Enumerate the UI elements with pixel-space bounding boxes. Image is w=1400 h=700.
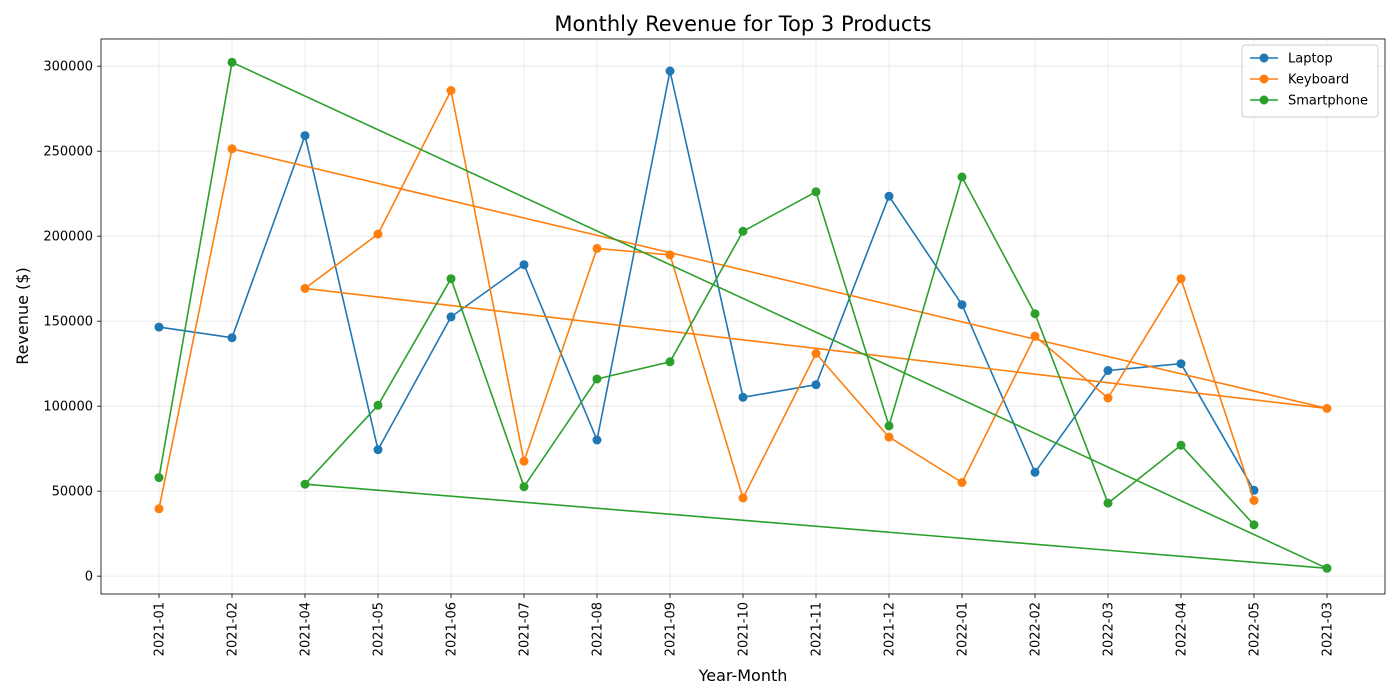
- laptop-point: [811, 380, 821, 390]
- x-tick-label: 2021-01: [153, 602, 168, 656]
- laptop-point: [154, 322, 164, 332]
- smartphone-point: [665, 357, 675, 367]
- keyboard-point: [300, 283, 310, 293]
- keyboard-point: [738, 493, 748, 503]
- laptop-point: [665, 66, 675, 76]
- series-keyboard: [154, 86, 1332, 514]
- smartphone-point: [1249, 520, 1259, 530]
- legend-label-laptop: Laptop: [1288, 52, 1333, 67]
- keyboard-point: [592, 243, 602, 253]
- laptop-point: [957, 300, 967, 310]
- y-tick-label: 300000: [43, 60, 93, 75]
- keyboard-point: [1103, 393, 1113, 403]
- x-tick-label: 2021-07: [518, 602, 533, 656]
- smartphone-point: [1103, 498, 1113, 508]
- x-tick-label: 2021-02: [226, 602, 241, 656]
- legend-marker-keyboard: [1259, 74, 1269, 84]
- smartphone-point: [1322, 563, 1332, 573]
- y-tick-label: 150000: [43, 315, 93, 330]
- x-tick-label: 2022-05: [1248, 602, 1263, 656]
- smartphone-point: [1176, 440, 1186, 450]
- laptop-point: [446, 312, 456, 322]
- laptop-point: [227, 333, 237, 343]
- smartphone-point: [154, 473, 164, 483]
- y-axis: 0 50000 100000 150000 200000 250000 300000: [43, 60, 101, 585]
- laptop-point: [1103, 366, 1113, 375]
- keyboard-point: [154, 504, 164, 514]
- keyboard-point: [446, 86, 456, 95]
- keyboard-point: [811, 349, 821, 358]
- y-axis-label: Revenue ($): [13, 267, 32, 364]
- x-tick-label: 2021-10: [737, 602, 752, 656]
- smartphone-point: [446, 274, 456, 284]
- laptop-point: [1176, 359, 1186, 369]
- y-tick-label: 250000: [43, 145, 93, 160]
- keyboard-point: [665, 250, 675, 260]
- keyboard-point: [1249, 496, 1259, 505]
- laptop-point: [373, 445, 383, 455]
- legend-box: [1241, 44, 1379, 118]
- legend-label-smartphone: Smartphone: [1288, 94, 1368, 109]
- keyboard-point: [1030, 331, 1040, 341]
- x-tick-label: 2022-04: [1175, 602, 1190, 656]
- laptop-line: [158, 70, 1255, 491]
- laptop-point: [519, 260, 529, 270]
- x-tick-label: 2021-08: [591, 602, 606, 656]
- keyboard-point: [1322, 403, 1332, 413]
- y-tick-label: 0: [85, 570, 93, 585]
- legend-marker-laptop: [1259, 53, 1269, 63]
- keyboard-point: [519, 456, 529, 466]
- x-tick-label: 2021-06: [445, 602, 460, 656]
- smartphone-point: [1030, 309, 1040, 319]
- laptop-point: [1030, 467, 1040, 477]
- legend-label-keyboard: Keyboard: [1288, 73, 1349, 88]
- legend-marker-smartphone: [1259, 95, 1269, 105]
- smartphone-point: [738, 226, 748, 236]
- x-tick-label: 2021-03: [1321, 602, 1336, 656]
- smartphone-point: [957, 172, 967, 182]
- smartphone-point: [592, 374, 602, 384]
- laptop-point: [592, 435, 602, 445]
- x-axis: 2021-01 2021-02 2021-04 2021-05 2021-06 2021-…: [153, 594, 1336, 656]
- keyboard-point: [227, 144, 237, 154]
- keyboard-point: [884, 432, 894, 442]
- smartphone-point: [811, 187, 821, 197]
- legend: Laptop Keyboard Smartphone: [1241, 44, 1379, 118]
- series-layer: [154, 57, 1332, 573]
- x-tick-label: 2021-11: [810, 602, 825, 656]
- laptop-point: [738, 392, 748, 402]
- x-tick-label: 2021-12: [883, 602, 898, 656]
- keyboard-point: [957, 478, 967, 487]
- smartphone-point: [884, 421, 894, 431]
- x-axis-label: Year-Month: [698, 666, 788, 685]
- y-tick-label: 200000: [43, 230, 93, 245]
- smartphone-point: [373, 400, 383, 410]
- x-tick-label: 2022-03: [1102, 602, 1117, 656]
- smartphone-point: [519, 482, 529, 492]
- keyboard-point: [1176, 274, 1186, 284]
- y-tick-label: 100000: [43, 400, 93, 415]
- grid-layer: [101, 39, 1385, 594]
- smartphone-point: [300, 479, 310, 489]
- x-tick-label: 2021-04: [299, 602, 314, 656]
- keyboard-point: [373, 229, 383, 239]
- y-tick-label: 50000: [52, 485, 93, 500]
- chart-title: Monthly Revenue for Top 3 Products: [554, 12, 931, 36]
- laptop-point: [300, 131, 310, 141]
- series-laptop: [154, 66, 1259, 495]
- laptop-point: [884, 191, 894, 201]
- x-tick-label: 2021-09: [664, 602, 679, 656]
- x-tick-label: 2022-02: [1029, 602, 1044, 656]
- series-smartphone: [154, 57, 1332, 573]
- x-tick-label: 2021-05: [372, 602, 387, 656]
- x-tick-label: 2022-01: [956, 602, 971, 656]
- smartphone-point: [227, 57, 237, 67]
